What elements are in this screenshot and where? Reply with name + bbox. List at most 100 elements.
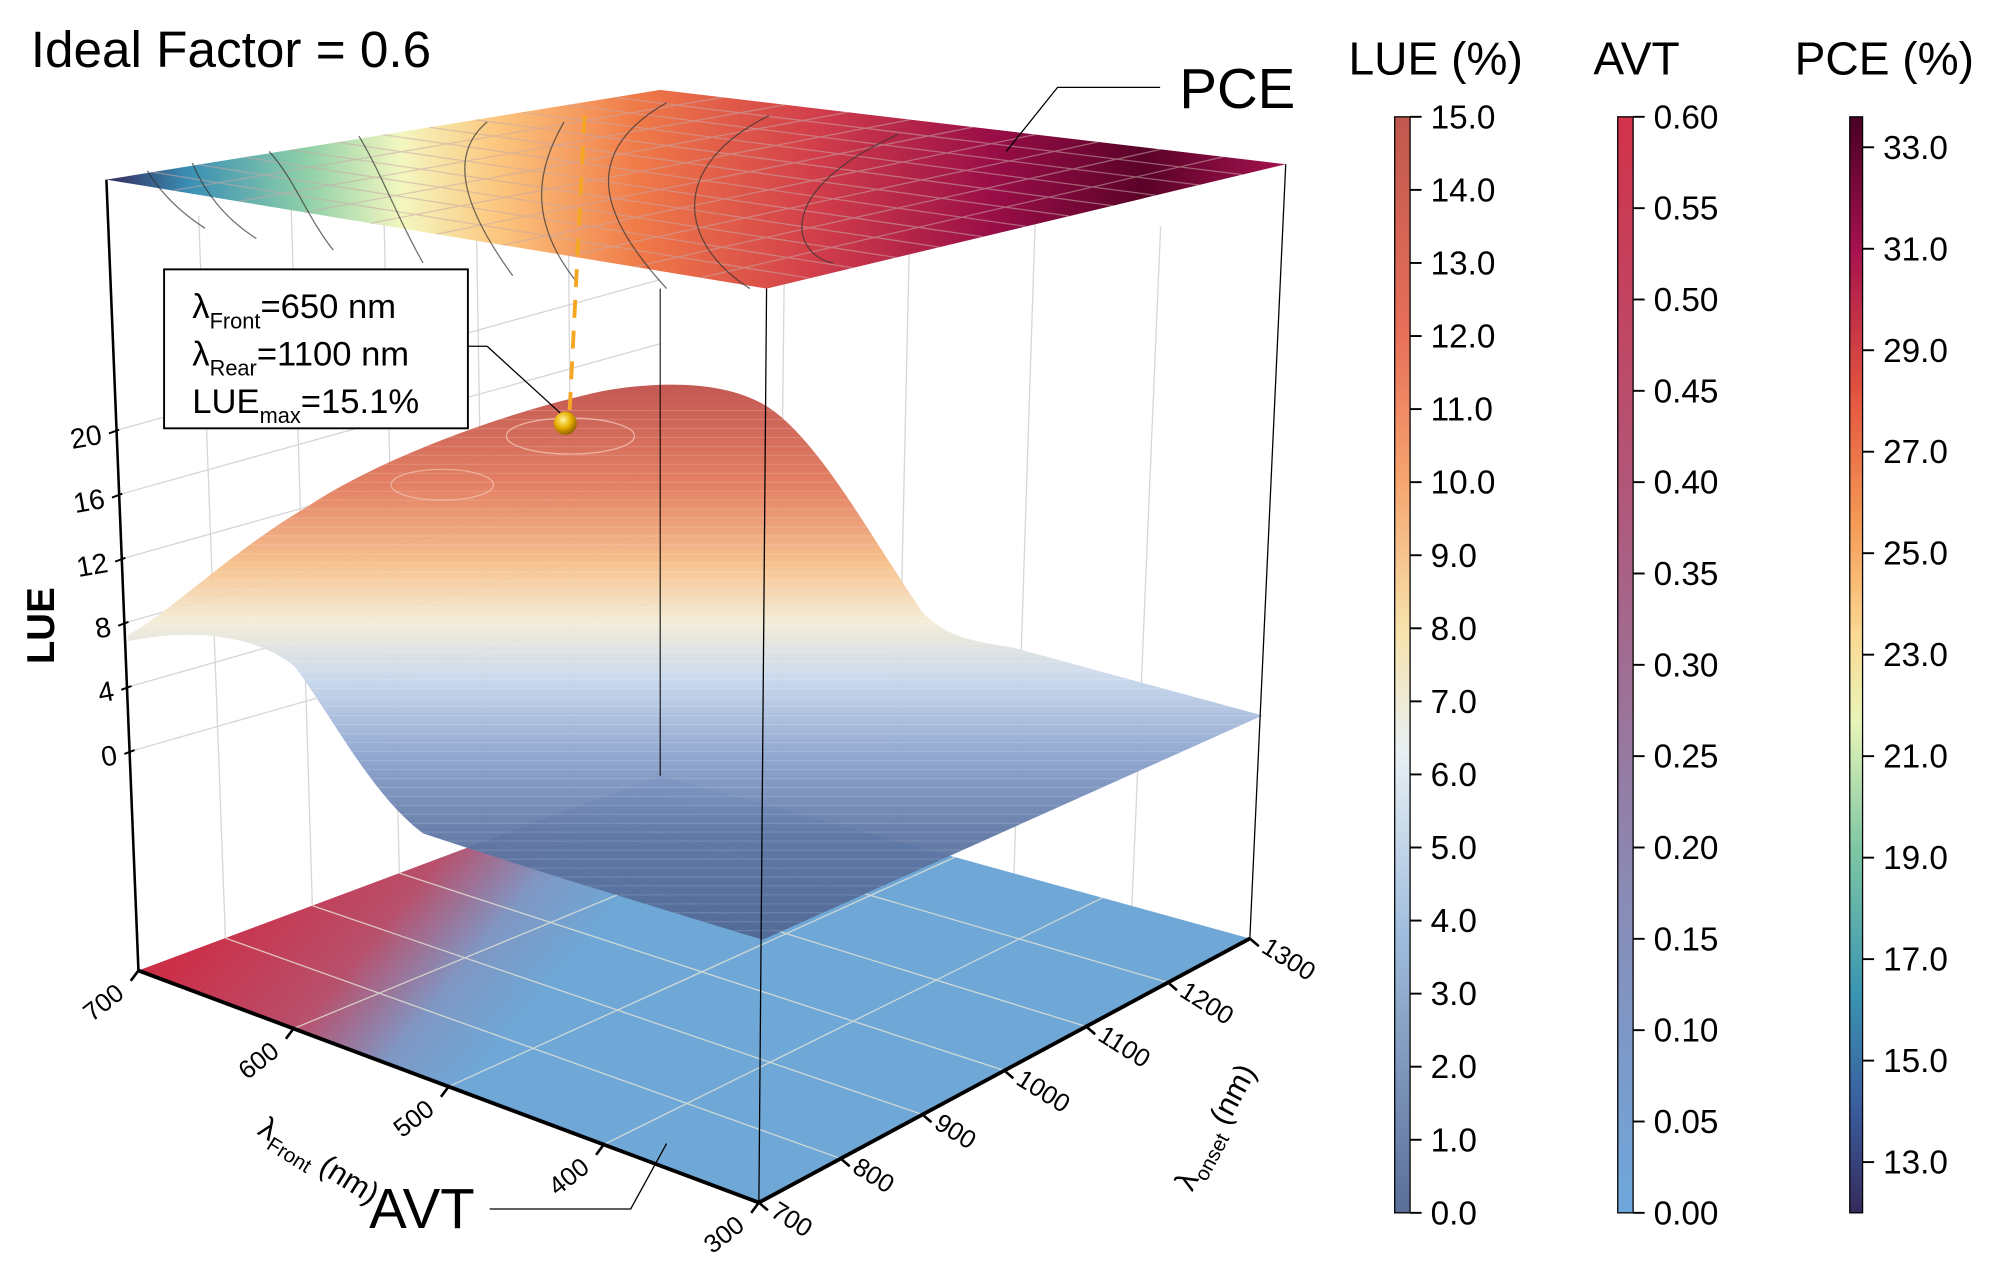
colorbar-tick-label: 0.50 — [1654, 282, 1719, 319]
y-tick-label: 1300 — [1257, 933, 1320, 987]
x-tick-mark — [284, 1027, 295, 1040]
pce-leader — [1005, 86, 1161, 152]
colorbar-tick-label: 0.10 — [1654, 1013, 1719, 1050]
x-tick-mark — [595, 1143, 605, 1156]
gridline — [225, 937, 841, 1160]
z-tick-mark — [124, 749, 135, 755]
colorbar-tick-label: 25.0 — [1883, 536, 1948, 573]
y-tick-mark — [921, 1113, 933, 1124]
colorbar-tick-label: 15.0 — [1883, 1043, 1948, 1080]
y-tick-label: 1200 — [1175, 977, 1238, 1031]
y-tick-label: 1100 — [1093, 1021, 1155, 1074]
colorbar-tick-label: 1.0 — [1431, 1122, 1477, 1159]
z-tick-mark — [114, 556, 126, 563]
y-tick-mark — [1085, 1025, 1096, 1036]
colorbar-lue: LUE (%) 15.0 14.0 13.0 12.0 11.0 10.0 9.0 8.0 7.… — [1349, 33, 1523, 1233]
z-tick-mark — [111, 492, 123, 499]
x-tick-label: 600 — [233, 1037, 284, 1085]
z-tick-label: 16 — [71, 482, 107, 519]
colorbar-tick-label: 9.0 — [1431, 538, 1477, 575]
colorbar-tick-label: 0.20 — [1654, 830, 1719, 867]
gridline — [399, 872, 1005, 1072]
y-tick-mark — [1167, 981, 1178, 992]
z-axis-label: LUE — [20, 587, 63, 664]
gridline — [429, 126, 1070, 217]
colorbar-pce-bar — [1849, 116, 1864, 1214]
z-tick-mark — [120, 685, 132, 691]
colorbar-lue-title: LUE (%) — [1349, 33, 1523, 85]
colorbar-tick-label: 0.25 — [1654, 739, 1719, 776]
y-tick-label: 900 — [930, 1109, 981, 1155]
peak-marker — [553, 411, 577, 435]
colorbar-tick-label: 10.0 — [1431, 465, 1496, 502]
gridline — [613, 96, 1243, 176]
colorbar-lue-bar — [1394, 116, 1411, 1214]
z-tick-label: 4 — [95, 674, 116, 708]
colorbar-tick-label: 0.0 — [1431, 1195, 1477, 1232]
colorbar-tick-label: 5.0 — [1431, 830, 1477, 867]
colorbar-tick-label: 29.0 — [1883, 333, 1948, 370]
pce-projection-label: PCE — [1179, 57, 1295, 120]
colorbar-tick-label: 0.45 — [1654, 373, 1719, 410]
colorbar-tick-label: 11.0 — [1431, 392, 1493, 429]
pce-contours — [146, 102, 898, 290]
gridline — [337, 141, 983, 238]
colorbar-tick-label: 13.0 — [1883, 1145, 1948, 1182]
x-tick-mark — [439, 1085, 450, 1098]
annotation-leader — [486, 345, 561, 414]
colorbar-tick-label: 0.05 — [1654, 1104, 1719, 1141]
y-axis-label: λonset (nm) — [1167, 1058, 1267, 1198]
y-tick-label: 1000 — [1011, 1065, 1074, 1119]
z-tick-label: 20 — [68, 418, 104, 455]
x-tick-mark — [750, 1201, 760, 1214]
z-tick-label: 12 — [74, 546, 110, 583]
colorbar-tick-label: 13.0 — [1431, 245, 1496, 282]
colorbar-tick-label: 7.0 — [1431, 684, 1477, 721]
y-tick-label: 800 — [848, 1153, 899, 1199]
y-tick-mark — [839, 1157, 851, 1168]
gridline — [567, 104, 1200, 186]
gridline — [475, 119, 1113, 207]
x-tick-label: 700 — [78, 979, 129, 1027]
colorbar-tick-label: 0.35 — [1654, 556, 1719, 593]
colorbar-tick-label: 6.0 — [1431, 757, 1477, 794]
gridline — [312, 905, 923, 1116]
z-tick-label: 8 — [92, 610, 113, 644]
colorbar-tick-label: 0.55 — [1654, 191, 1719, 228]
x-axis-label: λFront (nm) — [250, 1110, 386, 1216]
gridline — [521, 111, 1157, 196]
colorbar-tick-label: 23.0 — [1883, 637, 1948, 674]
annotation-line: λRear=1100 nm — [192, 336, 409, 381]
colorbar-tick-label: 31.0 — [1883, 231, 1948, 268]
y-tick-label: 700 — [766, 1197, 817, 1243]
avt-projection-label: AVT — [369, 1177, 474, 1240]
avt-floor-projection — [138, 775, 1250, 1203]
gridline — [1131, 226, 1162, 906]
x-tick-label: 300 — [699, 1211, 750, 1259]
colorbar-avt-bar — [1617, 116, 1634, 1214]
colorbar-tick-label: 21.0 — [1883, 739, 1948, 776]
y-tick-mark — [758, 1201, 769, 1212]
colorbar-tick-label: 3.0 — [1431, 976, 1477, 1013]
gridline — [244, 156, 897, 259]
colorbar-tick-label: 4.0 — [1431, 903, 1477, 940]
peak-drop-line — [567, 115, 587, 421]
colorbar-avt-title: AVT — [1593, 33, 1679, 85]
colorbar-tick-label: 0.60 — [1654, 99, 1719, 136]
ceiling-gridlines — [152, 96, 1243, 279]
gridline — [198, 164, 854, 269]
colorbar-tick-label: 33.0 — [1883, 130, 1948, 167]
colorbar-tick-label: 27.0 — [1883, 434, 1948, 471]
colorbar-tick-label: 8.0 — [1431, 611, 1477, 648]
colorbar-pce: PCE (%) 33.0 31.0 29.0 27.0 25.0 23.0 21.0 19.0… — [1795, 33, 1974, 1214]
colorbar-avt: AVT 0.60 0.55 0.50 0.45 0.40 0.35 0.30 0.25 0.20… — [1593, 33, 1718, 1233]
y-tick-mark — [1249, 937, 1260, 948]
chart-title: Ideal Factor = 0.6 — [31, 21, 431, 78]
annotation-box — [163, 268, 469, 430]
x-tick-mark — [129, 969, 140, 982]
x-tick-label: 500 — [389, 1095, 440, 1143]
z-axis-ticks: 0 4 8 12 16 20 — [68, 418, 135, 773]
colorbar-tick-label: 15.0 — [1431, 99, 1496, 136]
colorbar-tick-label: 17.0 — [1883, 942, 1948, 979]
